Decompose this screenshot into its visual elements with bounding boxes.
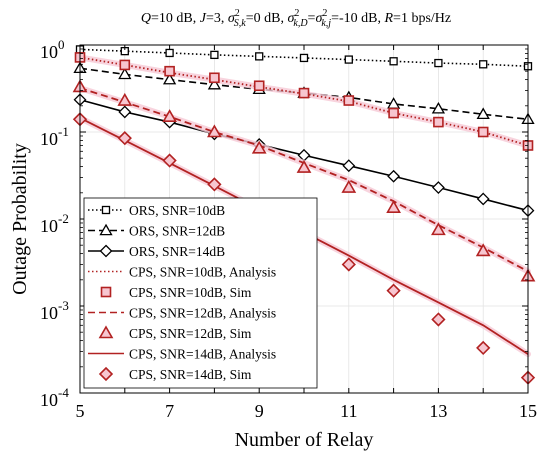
x-axis-label: Number of Relay [235,429,374,451]
data-point [476,340,491,356]
data-point [344,55,353,64]
data-point [476,107,490,120]
data-point [431,312,446,327]
data-point [251,140,267,154]
data-point [207,124,222,138]
legend-marker [99,244,113,258]
data-point [341,179,357,193]
data-point [386,200,401,213]
legend-label: ORS, SNR=14dB [129,244,225,259]
y-tick-label: 10-2 [40,211,69,236]
data-point [253,80,265,92]
data-point [117,131,132,146]
x-tick-labels: 5 7 9 11 13 15 [76,401,538,421]
legend-box [83,197,318,389]
legend-label: CPS, SNR=10dB, Analysis [129,265,276,280]
y-tick-labels: 100 10-1 10-2 10-3 10-4 [40,37,69,410]
data-point [162,72,177,85]
data-point [341,257,356,272]
data-point [434,58,443,68]
legend-label: ORS, SNR=10dB [129,203,225,218]
y-axis-label: Outage Probability [9,143,31,295]
y-tick-label: 10-3 [40,298,69,323]
data-point [389,57,398,66]
legend-marker [98,325,114,339]
data-point [118,67,132,80]
legend-label: ORS, SNR=12dB [129,224,225,239]
data-point [431,222,446,236]
x-tick-label: 9 [255,401,264,421]
legend-label: CPS, SNR=10dB, Sim [129,285,252,300]
data-point [164,65,175,77]
data-point [477,126,489,138]
y-tick-label: 10-4 [40,385,69,410]
x-tick-label: 15 [519,401,537,421]
data-point [298,87,310,99]
x-tick-label: 11 [340,401,357,421]
legend-label: CPS, SNR=14dB, Analysis [129,347,276,362]
legend: ORS, SNR=10dB ORS, SNR=12dB ORS, SNR=14d… [83,197,318,389]
data-point [388,107,399,119]
data-point [475,243,491,257]
legend-marker [101,205,111,215]
data-point [255,52,264,61]
data-point [431,101,446,114]
data-point [207,77,222,90]
legend-swatches [88,205,124,382]
data-point [479,60,488,69]
data-point [119,59,131,71]
data-point [343,95,355,106]
data-point [296,159,312,173]
data-point [386,283,401,298]
y-tick-label: 10-1 [40,124,69,149]
data-point [210,50,219,60]
legend-label: CPS, SNR=12dB, Sim [129,326,252,341]
data-point [387,169,401,183]
data-point [117,92,133,106]
legend-marker [98,366,114,382]
data-point [476,192,490,206]
data-point [299,53,309,63]
x-tick-label: 13 [429,401,447,421]
legend-marker [99,223,113,236]
chart-title: Q=10 dB, J=3, σ2 S,k=0 dB, σ2 k,D=σ2 k,j=-1… [141,8,451,29]
legend-label: CPS, SNR=12dB, Analysis [129,306,276,321]
data-point [118,105,132,119]
data-point [431,181,445,194]
data-point [342,159,356,173]
axis-ticks [79,44,529,394]
x-tick-label: 7 [165,401,174,421]
legend-label: CPS, SNR=14dB, Sim [129,367,252,382]
x-tick-label: 5 [76,401,85,421]
data-point [165,48,174,58]
data-point [433,116,444,128]
data-point [207,177,222,192]
data-point [162,153,177,168]
data-point [209,72,220,84]
data-point [162,109,177,122]
legend-marker [100,286,112,298]
y-tick-label: 100 [40,37,65,62]
